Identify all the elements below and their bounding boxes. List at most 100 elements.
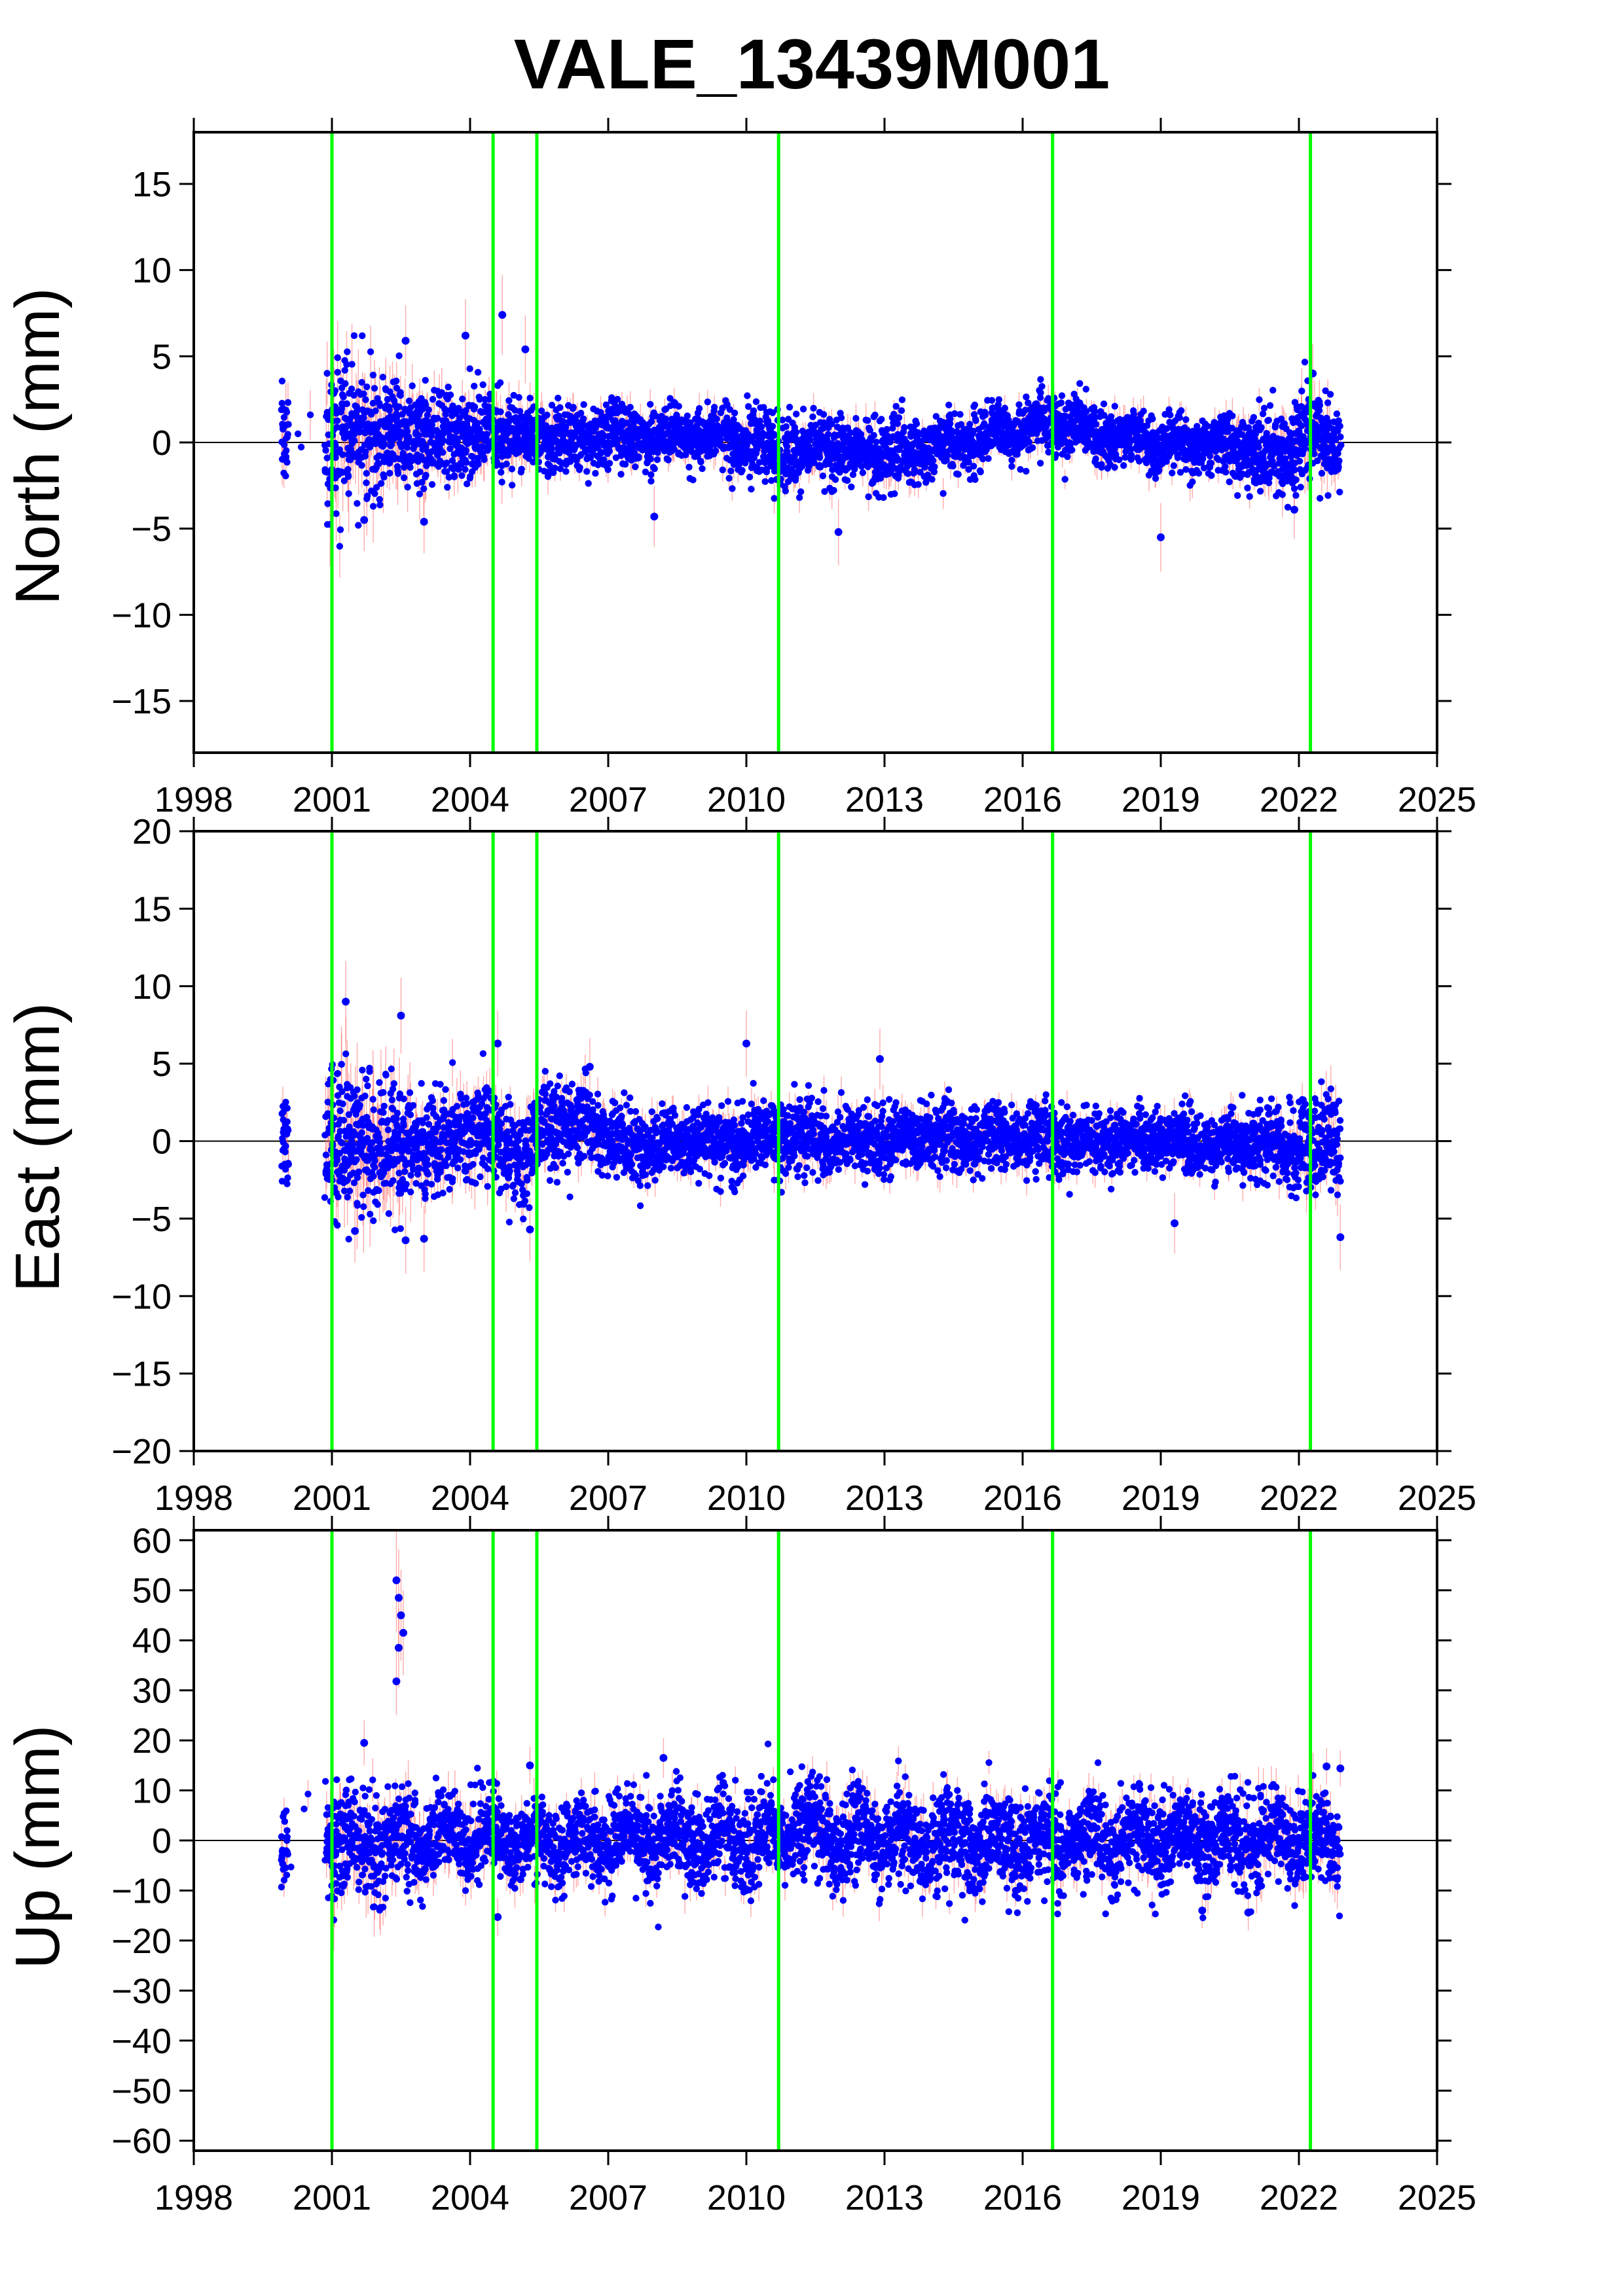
panel-north-data-point [1013,451,1021,458]
panel-north-data-point [685,463,693,471]
panel-north-data-point [393,414,401,421]
panel-north-data-point [332,454,339,461]
panel-north-data-point [459,395,466,403]
panel-north-data-point [409,382,416,389]
panel-north-data-point [1082,386,1089,393]
panel-north-data-point [799,405,807,413]
panel-north-data-point [647,471,655,478]
panel-north-data-point [334,417,341,425]
panel-north-data-point [1120,462,1127,469]
panel-north-data-point [386,459,393,467]
panel-north-data-point [1015,401,1023,408]
panel-north-data-point [354,499,361,507]
panel-north-data-point [912,418,919,425]
panel-north-data-point [474,454,481,462]
panel-north-data-point [1058,392,1066,399]
panel-north-data-point [929,457,937,464]
panel-north-data-point [526,395,534,402]
panel-north-data-point [360,414,367,422]
panel-north-data-point [356,429,363,436]
panel-north-data-point [819,472,827,480]
panel-north-data-point [416,490,424,498]
panel-north-data-point [376,495,384,503]
panel-north-data-point [820,411,828,418]
panel-north-data-point [371,385,378,392]
panel-north-data-point [699,465,706,473]
panel-north-data-point [282,472,289,480]
panel-north-data-point [617,471,625,478]
panel-north-data-point [824,431,832,438]
panel-north-data-point [428,432,435,440]
panel-north-marks: 1998 2001 2004 2007 2010 2013 2016 2019 2022 2025… [111,118,1476,819]
panel-north-data-point [438,389,445,397]
panel-north-data-point [555,395,562,402]
panel-north-data-point [450,472,458,479]
panel-north-data-point [363,479,370,486]
panel-north-data-point [972,476,979,483]
panel-north-data-point [441,405,448,413]
panel-north-data-point [443,459,450,467]
panel-north-data-point [915,480,922,488]
panel-north-data-point [795,493,803,501]
panel-north-data-point [1092,455,1099,463]
panel-north-data-point [651,465,658,473]
panel-north-data-point [1092,421,1100,428]
panel-north-data-point [342,380,349,387]
panel-north-data-point [508,482,516,489]
panel-north-data-point [471,403,479,410]
panel-north-data-point [369,371,377,379]
panel-north-data-point [360,390,367,397]
panel-north-data-point [713,415,720,423]
panel-north-data-point [322,446,329,454]
panel-north-data-point [358,461,365,469]
panel-north-data-point [395,403,403,410]
panel-north-data-point [647,401,654,408]
panel-north-data-point [337,526,344,533]
panel-north-data-point [782,423,790,430]
panel-north-data-point [386,469,393,477]
panel-north-data-point [891,490,898,497]
panel-north-data-point [843,476,851,484]
panel-north-data-point [283,447,290,454]
panel-north-data-point [848,483,855,491]
panel-north-data-point [1116,456,1123,463]
panel-north-data-point [294,430,302,437]
panel-north-data-point [1156,467,1163,474]
panel-north-data-point [344,471,352,479]
panel-north-data-point [606,459,613,467]
panel-north-data-point [498,469,505,476]
panel-north-data-point [704,398,712,406]
panel-north-data-point [1061,476,1068,483]
panel-north-data-point [466,365,473,372]
panel-north-data-point [369,503,377,510]
panel-north-data-point [1207,459,1214,467]
panel-north-data-point [1111,403,1118,410]
panel-north-data-point [1178,407,1185,414]
panel-north-data-point [1167,411,1174,419]
panel-north-data-point [653,456,661,463]
panel-north-data-point [988,397,996,404]
panel-north-data-point [422,401,429,408]
panel-north-data-point [810,404,817,412]
panel-north-data-point [583,468,591,475]
panel-north-data-point [439,437,447,444]
panel-north-data-point [515,394,522,401]
panel-north-data-point [354,404,361,412]
panel-north-data-point [462,446,469,454]
panel-north-data-point [405,397,413,404]
panel-north-data-point [323,454,331,461]
panel-north-data-point [859,469,867,476]
panel-north-data-point [475,393,483,401]
panel-north-data-point [306,411,314,418]
panel-north-data-point [1195,469,1203,477]
panel-north-data-point [837,414,845,422]
panel-north-data-point [415,417,422,424]
panel-north-data-point [1100,400,1108,408]
panel-north-data-point [771,495,778,502]
panel-north-data-point [580,401,587,408]
panel-north-data-point [712,447,720,455]
panel-north-data-point [750,407,757,414]
panel-north-data-point [348,386,356,393]
panel-north-data-point [422,376,429,384]
panel-north-data-point [414,457,422,465]
